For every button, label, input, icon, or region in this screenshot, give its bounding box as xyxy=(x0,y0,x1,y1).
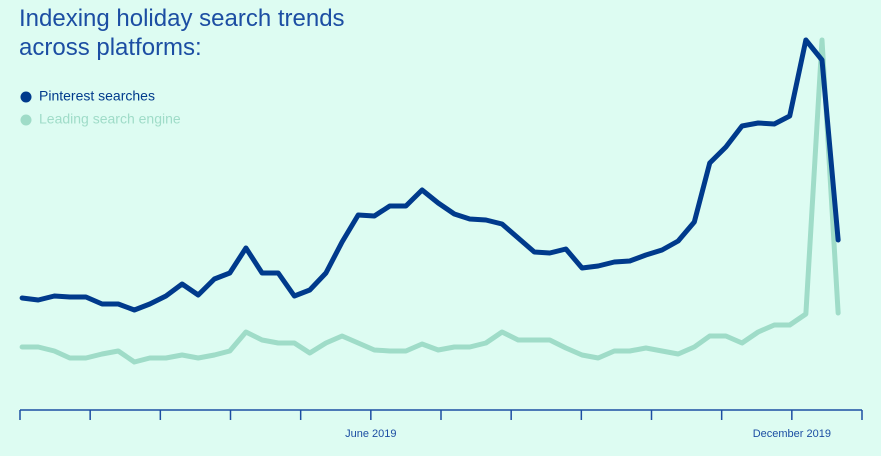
legend-swatch xyxy=(20,91,32,103)
series-line xyxy=(19,37,841,365)
legend-swatch xyxy=(20,114,32,126)
x-tick-label: June 2019 xyxy=(345,428,396,440)
chart-title: Indexing holiday search trends across pl… xyxy=(19,5,345,61)
legend-label: Leading search engine xyxy=(39,111,181,127)
legend-label: Pinterest searches xyxy=(39,88,155,104)
x-tick-label: December 2019 xyxy=(753,428,831,440)
series-line xyxy=(19,37,841,313)
